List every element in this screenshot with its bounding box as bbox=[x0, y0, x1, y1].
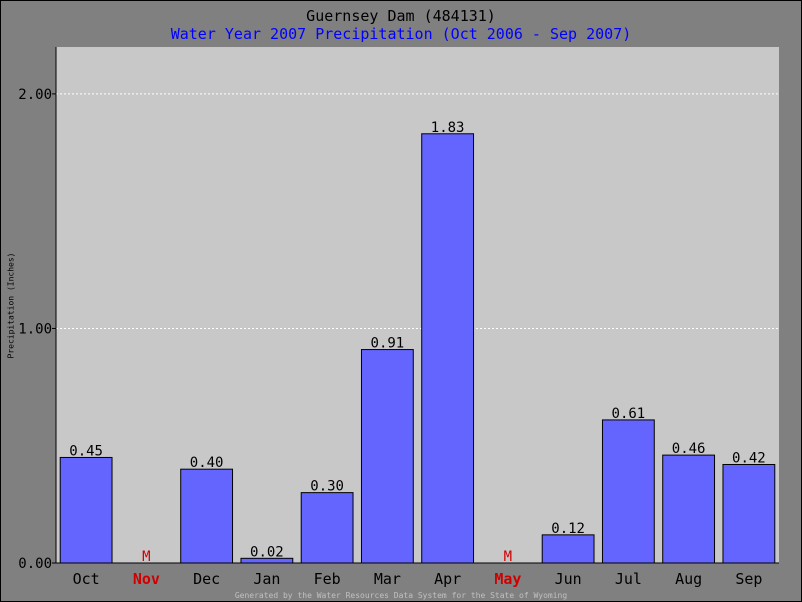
bar-jul bbox=[601, 419, 655, 564]
plot-area bbox=[56, 47, 779, 563]
x-tick-label: Jan bbox=[253, 570, 280, 588]
chart-title: Guernsey Dam (484131) bbox=[306, 7, 496, 25]
x-tick-label: Oct bbox=[73, 570, 100, 588]
data-label: 1.83 bbox=[431, 120, 465, 136]
x-tick-label: Apr bbox=[434, 570, 461, 588]
bar-feb bbox=[300, 492, 354, 564]
footer-credit: Generated by the Water Resources Data Sy… bbox=[234, 591, 568, 600]
bar-aug bbox=[662, 454, 716, 564]
x-tick-label: Mar bbox=[374, 570, 401, 588]
x-tick-label: Sep bbox=[735, 570, 762, 588]
y-tick-label: 0.00 bbox=[18, 556, 52, 572]
x-tick-label: Nov bbox=[133, 570, 160, 588]
data-label: 0.12 bbox=[551, 521, 585, 537]
data-label: 0.45 bbox=[69, 443, 103, 459]
bar-sep bbox=[722, 463, 776, 564]
data-label: 0.30 bbox=[310, 479, 344, 495]
chart-subtitle: Water Year 2007 Precipitation (Oct 2006 … bbox=[170, 25, 632, 43]
bar-apr bbox=[421, 133, 475, 564]
bar-jun bbox=[541, 534, 595, 564]
y-tick-label: 2.00 bbox=[18, 87, 52, 103]
missing-marker: M bbox=[504, 549, 512, 565]
x-tick-label: Jul bbox=[615, 570, 642, 588]
x-tick-label: Feb bbox=[314, 570, 341, 588]
x-tick-label: Aug bbox=[675, 570, 702, 588]
x-tick-label: May bbox=[494, 570, 521, 588]
bar-oct bbox=[59, 456, 113, 564]
bar-jan bbox=[240, 557, 294, 564]
data-label: 0.46 bbox=[672, 441, 706, 457]
data-label: 0.42 bbox=[732, 450, 766, 466]
missing-marker: M bbox=[142, 549, 150, 565]
x-tick-label: Jun bbox=[555, 570, 582, 588]
data-label: 0.02 bbox=[250, 544, 284, 560]
data-label: 0.40 bbox=[190, 455, 224, 471]
bar-mar bbox=[360, 349, 414, 564]
data-label: 0.91 bbox=[371, 336, 405, 352]
x-tick-label: Dec bbox=[193, 570, 220, 588]
y-tick-label: 1.00 bbox=[18, 321, 52, 337]
bar-dec bbox=[180, 468, 234, 564]
data-label: 0.61 bbox=[612, 406, 646, 422]
